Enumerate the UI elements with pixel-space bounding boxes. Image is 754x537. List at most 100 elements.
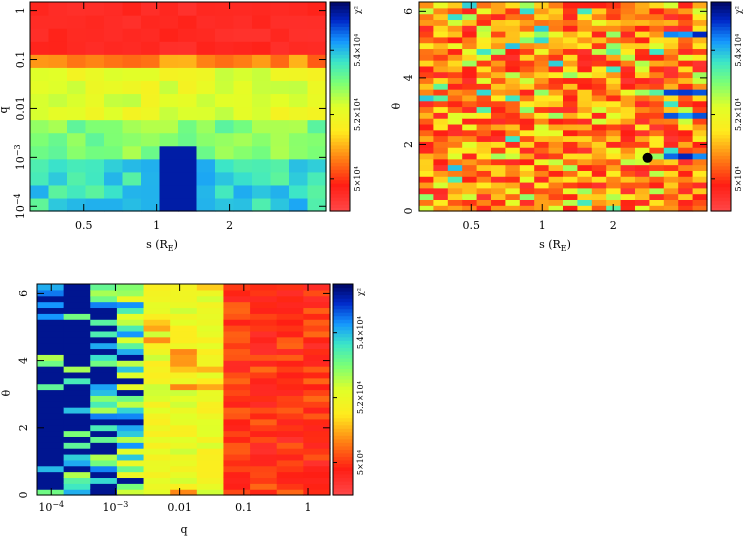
heatmap-cell xyxy=(606,193,622,200)
heatmap-cell xyxy=(620,71,636,79)
heatmap-cell xyxy=(90,342,118,350)
colorbar-segment xyxy=(333,407,353,412)
heatmap-cell xyxy=(170,289,198,297)
heatmap-cell xyxy=(63,412,91,420)
heatmap-cell xyxy=(196,412,225,420)
heatmap-cell xyxy=(563,112,578,119)
heatmap-cell xyxy=(462,123,478,131)
heatmap-cell xyxy=(90,424,118,432)
heatmap-cell xyxy=(462,152,478,160)
heatmap-cell xyxy=(591,83,607,90)
colorbar-segment xyxy=(333,294,353,299)
heatmap-cell xyxy=(433,19,449,26)
heatmap-cell xyxy=(649,71,665,79)
heatmap-cell xyxy=(534,112,550,119)
heatmap-cell xyxy=(563,199,578,206)
heatmap-cell xyxy=(577,77,593,84)
heatmap-cell xyxy=(620,25,636,32)
heatmap-cell xyxy=(276,348,304,355)
heatmap-cell xyxy=(63,483,91,490)
colorbar-segment xyxy=(330,113,350,118)
heatmap-cell xyxy=(223,377,251,385)
heatmap-cell xyxy=(419,31,434,38)
heatmap-cell xyxy=(447,13,463,21)
heatmap-cell xyxy=(270,28,290,42)
heatmap-cell xyxy=(577,147,593,154)
colorbar-segment xyxy=(333,385,353,391)
heatmap-cell xyxy=(303,330,331,338)
heatmap-cell xyxy=(141,80,161,95)
heatmap-cell xyxy=(170,295,198,303)
heatmap-cell xyxy=(307,41,327,55)
heatmap-cell xyxy=(606,65,622,73)
heatmap-cell xyxy=(67,119,87,134)
heatmap-cell xyxy=(303,471,331,479)
heatmap-cell xyxy=(534,158,550,166)
colorbar-tick-label: 5×10⁴ xyxy=(356,450,365,475)
heatmap-cell xyxy=(90,418,118,426)
heatmap-cell xyxy=(141,197,161,212)
heatmap-cell xyxy=(606,71,622,79)
heatmap-cell xyxy=(85,2,105,16)
heatmap-cell xyxy=(276,401,304,408)
tick-label: 6 xyxy=(17,290,30,297)
heatmap-cell xyxy=(476,205,492,212)
heatmap-cell xyxy=(159,171,179,186)
heatmap-cell xyxy=(678,170,694,177)
heatmap-cell xyxy=(223,371,251,379)
heatmap-cell xyxy=(678,141,694,148)
heatmap-cell xyxy=(143,483,171,490)
colorbar-segment xyxy=(333,431,353,436)
heatmap-cell xyxy=(591,158,607,166)
heatmap-cell xyxy=(223,395,251,402)
heatmap-cell xyxy=(591,129,607,137)
heatmap-cell xyxy=(143,330,171,338)
heatmap-cell xyxy=(289,119,309,134)
heatmap-cell xyxy=(606,60,622,67)
colorbar-segment xyxy=(330,130,350,135)
heatmap-cell xyxy=(37,453,65,461)
heatmap-cell xyxy=(663,77,679,84)
heatmap-cell xyxy=(563,123,578,131)
heatmap-cell xyxy=(433,31,449,38)
heatmap-cell xyxy=(519,205,535,212)
colorbar-segment xyxy=(333,400,353,405)
heatmap-cell xyxy=(577,65,593,73)
heatmap-cell xyxy=(307,132,327,147)
heatmap-cell xyxy=(63,377,91,385)
heatmap-cell xyxy=(606,13,622,21)
heatmap-cell xyxy=(419,193,434,200)
heatmap-cell xyxy=(419,187,434,195)
heatmap-cell xyxy=(170,377,198,385)
heatmap-cell xyxy=(141,106,161,121)
heatmap-cell xyxy=(519,147,535,154)
heatmap-cell xyxy=(196,407,225,414)
heatmap-cell xyxy=(505,176,521,183)
heatmap-cell xyxy=(635,89,650,96)
colorbar-segment xyxy=(330,82,350,87)
heatmap-cell xyxy=(505,147,521,154)
heatmap-cell xyxy=(30,28,50,42)
heatmap-cell xyxy=(303,313,331,320)
heatmap-cell xyxy=(67,54,87,68)
heatmap-cell xyxy=(104,197,124,212)
heatmap-cell xyxy=(170,354,198,361)
heatmap-cell xyxy=(534,65,550,73)
heatmap-cell xyxy=(476,19,492,26)
heatmap-cell xyxy=(63,453,91,461)
heatmap-cell xyxy=(505,42,521,50)
heatmap-cell xyxy=(48,67,68,81)
heatmap-cell xyxy=(447,7,463,15)
heatmap-cell xyxy=(433,187,449,195)
heatmap-cell xyxy=(476,181,492,189)
heatmap-cell xyxy=(534,199,550,206)
heatmap-cell xyxy=(122,171,142,186)
colorbar-segment xyxy=(330,92,350,97)
heatmap-cell xyxy=(223,459,251,467)
heatmap-cell xyxy=(635,193,650,200)
heatmap-cell xyxy=(476,31,492,38)
heatmap-cell xyxy=(476,118,492,125)
colorbar-segment xyxy=(330,165,350,170)
colorbar-segment xyxy=(330,15,350,21)
heatmap-cell xyxy=(63,395,91,402)
